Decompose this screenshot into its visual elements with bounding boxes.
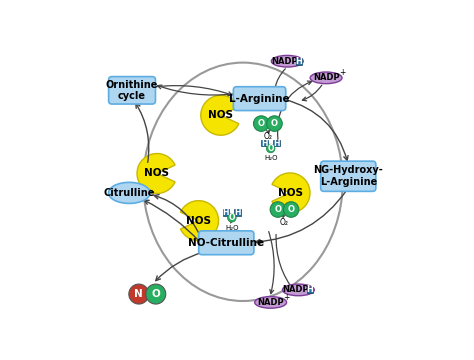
Text: H: H [223,208,229,217]
Text: +: + [339,68,346,77]
Text: O: O [267,144,274,153]
FancyBboxPatch shape [321,161,376,192]
FancyBboxPatch shape [199,231,254,255]
Text: NADP: NADP [271,57,298,66]
Text: H: H [273,139,280,148]
Text: NADP: NADP [283,285,309,294]
Circle shape [283,202,299,217]
Circle shape [270,202,286,217]
Text: NADP: NADP [257,298,284,307]
FancyBboxPatch shape [261,140,268,147]
Text: H₂O: H₂O [264,156,277,161]
Text: L-Arginine: L-Arginine [229,94,290,104]
Text: NG-Hydroxy-
L-Arginine: NG-Hydroxy- L-Arginine [313,166,383,187]
Circle shape [267,116,282,131]
Text: NOS: NOS [278,188,302,198]
Text: H₂O: H₂O [225,225,238,231]
Text: Citrulline: Citrulline [104,188,155,198]
Circle shape [254,116,269,131]
FancyBboxPatch shape [273,140,280,147]
Text: H: H [261,139,268,148]
Text: H: H [235,208,241,217]
FancyBboxPatch shape [222,209,229,216]
FancyBboxPatch shape [296,58,301,64]
Text: NOS: NOS [145,168,170,179]
Text: O: O [228,213,235,222]
Text: NOS: NOS [186,216,211,226]
Text: O₂: O₂ [280,218,289,227]
Circle shape [129,284,149,304]
Wedge shape [181,201,219,240]
Wedge shape [272,173,310,213]
Text: NO-Citrulline: NO-Citrulline [188,238,264,248]
FancyBboxPatch shape [109,77,155,104]
Ellipse shape [109,183,150,203]
Text: NADP: NADP [313,73,339,82]
Text: Ornithine
cycle: Ornithine cycle [106,80,158,101]
Ellipse shape [255,297,287,308]
Circle shape [266,144,275,153]
FancyBboxPatch shape [233,87,286,111]
Circle shape [146,284,166,304]
FancyBboxPatch shape [235,209,241,216]
Text: O₂: O₂ [264,132,273,141]
Text: O: O [151,289,160,299]
Ellipse shape [271,55,303,67]
Text: O: O [274,205,282,214]
Circle shape [228,213,236,222]
Text: O: O [258,119,265,128]
Text: H: H [306,285,313,294]
Text: +: + [283,293,290,302]
Wedge shape [137,153,175,193]
Text: H: H [295,57,302,66]
Ellipse shape [310,72,342,84]
Ellipse shape [283,284,314,296]
FancyBboxPatch shape [307,287,313,293]
Text: O: O [271,119,278,128]
Wedge shape [201,95,239,135]
Text: N: N [135,289,143,299]
Text: NOS: NOS [208,110,233,120]
Text: O: O [288,205,295,214]
